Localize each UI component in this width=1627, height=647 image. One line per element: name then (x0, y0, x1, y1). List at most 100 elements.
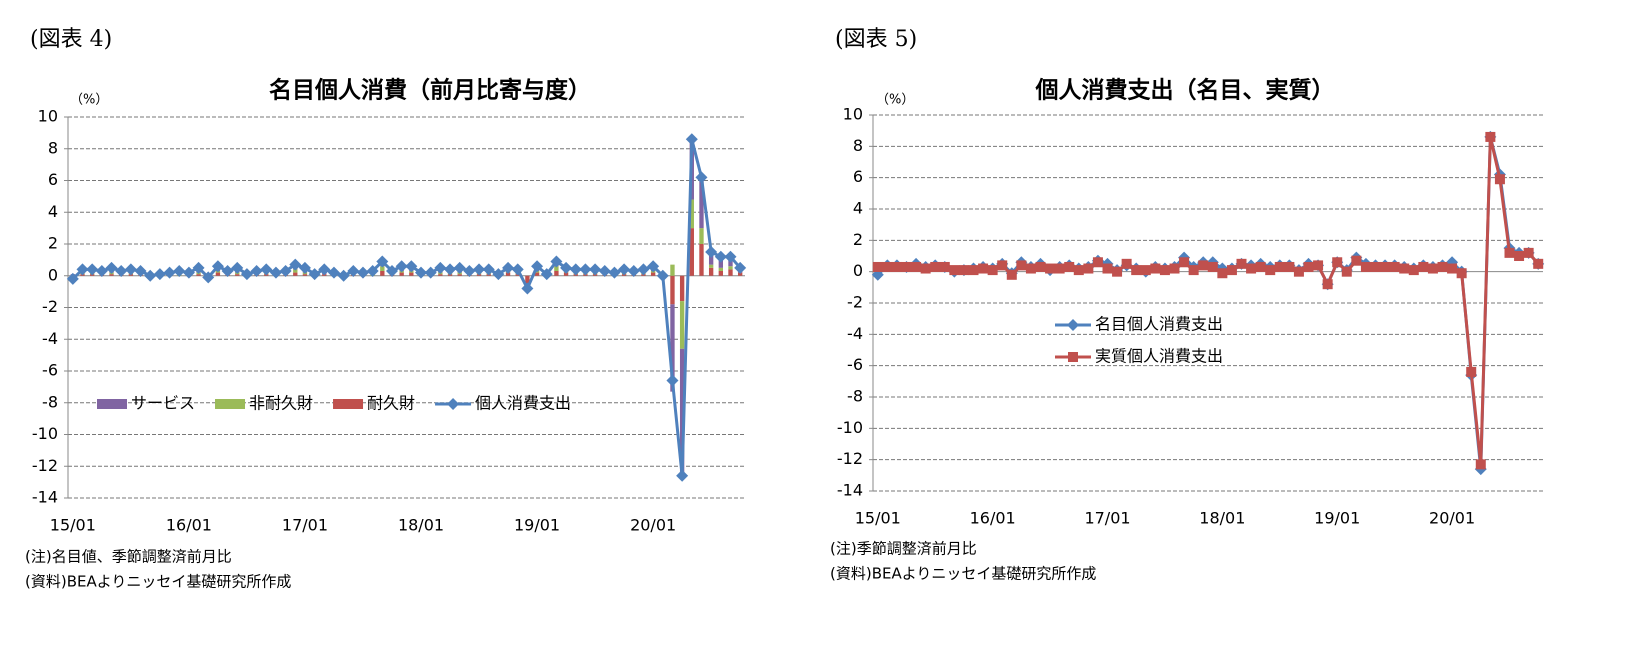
x-tick-label: 15/01 (50, 516, 96, 535)
square-marker (968, 265, 979, 276)
square-marker (1035, 261, 1046, 272)
square-marker (1370, 261, 1381, 272)
square-marker (1466, 366, 1477, 377)
diamond-marker (66, 272, 79, 285)
square-marker (949, 265, 960, 276)
y-tick-label: -12 (837, 449, 863, 468)
note: (注)季節調整済前月比 (830, 540, 977, 558)
diamond-marker (637, 263, 650, 276)
diamond-marker (482, 263, 495, 276)
bar (708, 251, 714, 265)
legend-label: 実質個人消費支出 (1095, 347, 1223, 366)
bar (109, 274, 114, 276)
diamond-marker (676, 469, 689, 482)
diamond-marker (550, 255, 563, 268)
y-tick-label: -12 (32, 456, 58, 475)
x-tick-label: 20/01 (630, 516, 676, 535)
square-marker (1246, 263, 1257, 274)
y-tick-label: 2 (853, 230, 863, 249)
square-marker (1523, 247, 1534, 258)
bar (708, 264, 714, 268)
square-marker (1475, 459, 1486, 470)
square-marker (1016, 260, 1027, 271)
square-marker (1427, 263, 1438, 274)
square-marker (1236, 258, 1247, 269)
diamond-marker (598, 264, 611, 277)
square-marker (1255, 261, 1266, 272)
diamond-marker (463, 264, 476, 277)
diamond-marker (695, 171, 708, 184)
y-unit: （%） (876, 93, 914, 108)
y-tick-label: -4 (847, 324, 863, 343)
bar (670, 304, 675, 392)
square-marker (1006, 269, 1017, 280)
y-tick-label: -2 (847, 293, 863, 312)
bar (670, 264, 675, 276)
diamond-marker (182, 266, 195, 279)
diamond-marker (163, 266, 176, 279)
diamond-marker (376, 255, 389, 268)
x-tick-label: 20/01 (1429, 509, 1475, 528)
diamond-marker (608, 266, 621, 279)
square-marker (1140, 265, 1151, 276)
diamond-marker (124, 263, 137, 276)
square-marker (1159, 265, 1170, 276)
x-tick-label: 16/01 (166, 516, 212, 535)
diamond-marker (134, 264, 147, 277)
bar (399, 272, 404, 276)
square-marker (1332, 257, 1343, 268)
diamond-marker (260, 263, 273, 276)
diamond-marker (511, 263, 524, 276)
square-marker (1092, 257, 1103, 268)
y-tick-label: 6 (853, 167, 863, 186)
bar (689, 199, 694, 229)
square-marker (891, 261, 902, 272)
bar (737, 272, 743, 276)
bar (525, 275, 530, 284)
square-marker (1207, 261, 1218, 272)
source: (資料)BEAよりニッセイ基礎研究所作成 (830, 565, 1096, 583)
figure-label: (図表 5) (835, 27, 917, 52)
diamond-marker (521, 282, 534, 295)
diamond-marker (705, 245, 718, 258)
square-marker (1485, 131, 1496, 142)
y-tick-label: 10 (38, 107, 58, 126)
diamond-marker (115, 264, 128, 277)
diamond-marker (589, 263, 602, 276)
square-marker (1045, 263, 1056, 274)
diamond-marker (444, 263, 457, 276)
y-tick-label: 0 (48, 265, 58, 284)
diamond-marker (627, 264, 640, 277)
diamond-marker (240, 268, 253, 281)
bar (689, 228, 694, 276)
diamond-marker (434, 261, 447, 274)
diamond-marker (492, 268, 505, 281)
square-marker (882, 261, 893, 272)
diamond-marker (298, 261, 311, 274)
square-marker (1169, 263, 1180, 274)
bar (409, 272, 414, 276)
bar (650, 272, 656, 276)
y-tick-label: -2 (42, 297, 58, 316)
square-marker (1150, 263, 1161, 274)
square-marker (1083, 263, 1094, 274)
bar (380, 270, 385, 276)
diamond-marker (221, 264, 234, 277)
y-tick-label: 4 (48, 202, 58, 221)
bar (293, 272, 298, 276)
legend-label: 耐久財 (367, 394, 415, 413)
diamond-marker (308, 268, 321, 281)
square-marker (1131, 265, 1142, 276)
bar (438, 274, 443, 276)
square-marker (901, 261, 912, 272)
square-marker (939, 261, 950, 272)
diamond-marker (685, 133, 698, 146)
diamond-marker (173, 264, 186, 277)
square-marker (958, 265, 969, 276)
bar (215, 272, 221, 276)
square-marker (1293, 266, 1304, 277)
square-marker (1217, 268, 1228, 279)
bar (728, 269, 733, 276)
square-marker (1418, 261, 1429, 272)
diamond-marker (86, 263, 99, 276)
